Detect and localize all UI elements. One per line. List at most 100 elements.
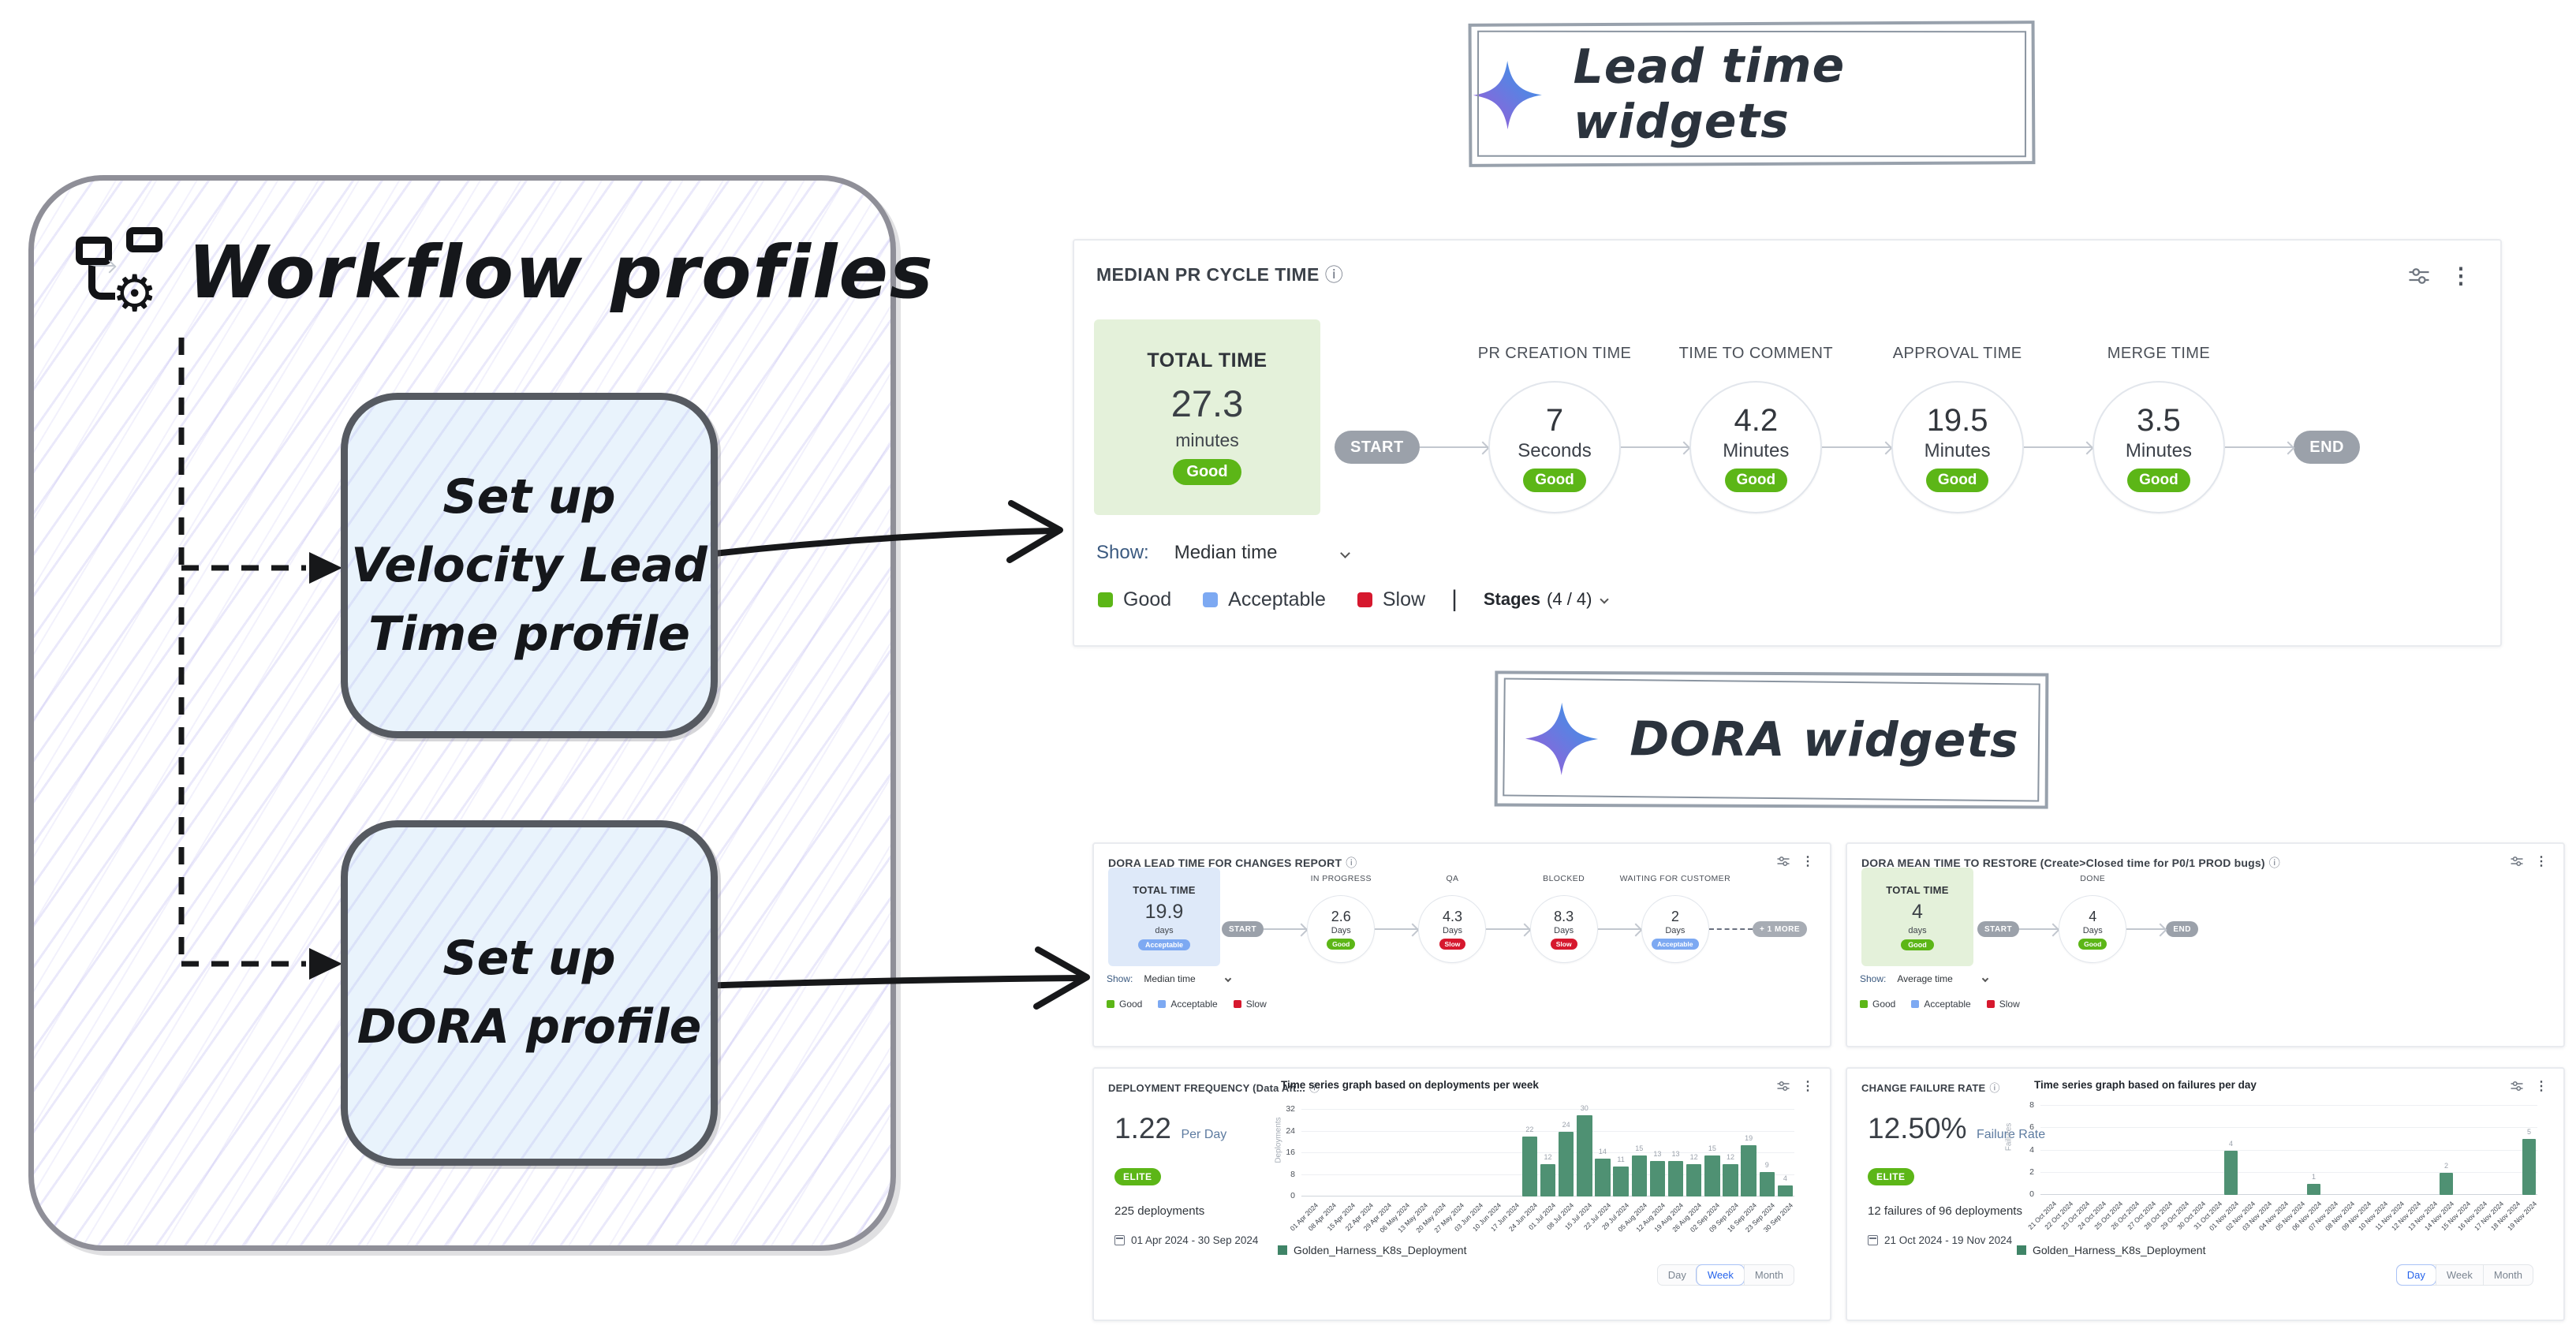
performance-badge: ELITE (1114, 1168, 1161, 1185)
setup-dora-profile-box[interactable]: Set up DORA profile (341, 820, 718, 1166)
gridline: 24 (1286, 1126, 1794, 1136)
info-icon[interactable]: ⓘ (1989, 1082, 2000, 1094)
y-tick-label: 16 (1286, 1148, 1295, 1157)
stage-waiting-for-customer[interactable]: WAITING FOR CUSTOMER 2 Days Acceptable (1620, 874, 1730, 963)
total-time-label: TOTAL TIME (1147, 349, 1267, 371)
y-tick-label: 2 (2029, 1167, 2034, 1177)
dora-mttr-widget: DORA MEAN TIME TO RESTORE (Create>Closed… (1846, 842, 2565, 1047)
legend: Good Acceptable Slow | Stages (4 / 4) (1098, 586, 1610, 613)
bar[interactable]: 4 (1777, 1174, 1794, 1196)
metric-unit: Per Day (1181, 1128, 1227, 1141)
stage-qa[interactable]: QA 4.3 Days Slow (1418, 874, 1487, 963)
bar[interactable]: 11 (1613, 1155, 1629, 1196)
bar[interactable]: 14 (1595, 1148, 1611, 1196)
status-badge: Good (1173, 459, 1241, 485)
toggle-week[interactable]: Week (2435, 1265, 2483, 1285)
bar[interactable]: 12 (1723, 1153, 1738, 1196)
gridline: 2 (2029, 1167, 2537, 1177)
box-line: Velocity Lead (351, 537, 707, 593)
kebab-menu-icon[interactable]: ⋮ (1801, 1080, 1814, 1093)
bar[interactable]: 1 (2306, 1173, 2321, 1195)
bar-value-label: 11 (1617, 1155, 1625, 1164)
change-failure-rate-widget: CHANGE FAILURE RATE ⓘ Time series graph b… (1846, 1067, 2565, 1321)
filter-sliders-icon[interactable] (1776, 855, 1790, 868)
bar[interactable]: 19 (1741, 1134, 1757, 1196)
stage-approval[interactable]: APPROVAL TIME 19.5 Minutes Good (1891, 345, 2024, 513)
chart-title: Time series graph based on failures per … (2034, 1079, 2257, 1091)
info-icon[interactable]: ⓘ (1309, 1082, 1320, 1094)
legend-good-swatch (1098, 592, 1113, 607)
summary-text: 225 deployments (1114, 1204, 1205, 1218)
filter-sliders-icon[interactable] (2407, 266, 2431, 286)
kebab-menu-icon[interactable]: ⋮ (2450, 263, 2472, 288)
filter-sliders-icon[interactable] (2510, 1080, 2524, 1092)
chevron-down-icon (1600, 595, 1610, 604)
setup-velocity-lead-time-box[interactable]: Set up Velocity Lead Time profile (341, 393, 718, 738)
toggle-week[interactable]: Week (1695, 1264, 1745, 1286)
flow-connector (2023, 446, 2093, 448)
bar[interactable]: 2 (2439, 1162, 2454, 1195)
more-stages-pill[interactable]: + 1 MORE (1753, 921, 1807, 937)
legend-good-swatch (1107, 1000, 1114, 1008)
legend: Good Acceptable Slow (1860, 999, 2020, 1010)
bar[interactable]: 9 (1759, 1161, 1775, 1196)
bar[interactable]: 30 (1577, 1104, 1592, 1196)
chart-legend: Golden_Harness_K8s_Deployment (2017, 1244, 2205, 1256)
bar-value-label: 13 (1653, 1150, 1662, 1159)
kebab-menu-icon[interactable]: ⋮ (1801, 855, 1814, 868)
median-pr-cycle-time-widget: MEDIAN PR CYCLE TIME ⓘ ⋮ TOTAL TIME 27.3 … (1073, 239, 2502, 647)
bar[interactable]: 15 (1704, 1144, 1720, 1196)
bar[interactable]: 12 (1540, 1153, 1556, 1196)
bar-value-label: 24 (1562, 1120, 1570, 1129)
bar[interactable]: 5 (2522, 1128, 2537, 1195)
kebab-menu-icon[interactable]: ⋮ (2535, 855, 2548, 868)
bar-value-label: 9 (1764, 1161, 1769, 1170)
stages-filter-dropdown[interactable]: Stages (4 / 4) (1484, 589, 1610, 610)
info-icon[interactable]: ⓘ (2268, 857, 2280, 869)
metric: 1.22 Per Day (1114, 1112, 1226, 1145)
bar[interactable]: 12 (1686, 1153, 1702, 1196)
flow-connector (1419, 446, 1488, 448)
bar[interactable]: 13 (1667, 1150, 1684, 1196)
bar-value-label: 1 (2311, 1172, 2316, 1181)
x-axis-labels: 01 Apr 2024 08 Apr 2024 15 Apr 2024 22 Apr … (1289, 1196, 1794, 1244)
toggle-month[interactable]: Month (1743, 1265, 1794, 1285)
show-dropdown[interactable]: Show: Median time (1107, 973, 1231, 984)
bar[interactable]: 13 (1649, 1150, 1666, 1196)
stage-pr-creation[interactable]: PR CREATION TIME 7 Seconds Good (1478, 345, 1631, 513)
y-tick-label: 0 (2029, 1189, 2034, 1199)
show-dropdown[interactable]: Show: Average time (1860, 973, 1989, 984)
stage-in-progress[interactable]: IN PROGRESS 2.6 Days Good (1307, 874, 1376, 963)
y-tick-label: 6 (2029, 1122, 2034, 1133)
legend-good-swatch (1860, 1000, 1868, 1008)
show-dropdown[interactable]: Show: Median time (1096, 542, 1351, 564)
toggle-day[interactable]: Day (1667, 1269, 1686, 1281)
bar[interactable]: 22 (1521, 1126, 1538, 1196)
gridline: 8 (2029, 1100, 2537, 1110)
stage-blocked[interactable]: BLOCKED 8.3 Days Slow (1529, 874, 1598, 963)
bar[interactable]: 15 (1631, 1144, 1647, 1196)
arrow-to-dora-widget (695, 975, 1084, 989)
sparkle-icon (1473, 61, 1542, 130)
start-pill: START (1222, 921, 1264, 937)
filter-sliders-icon[interactable] (1776, 1080, 1790, 1092)
kebab-menu-icon[interactable]: ⋮ (2535, 1080, 2548, 1093)
bar[interactable]: 24 (1558, 1121, 1574, 1196)
filter-sliders-icon[interactable] (2510, 855, 2524, 868)
status-badge: Good (1925, 468, 1989, 492)
plot-area: 0 8 16 24 32 22 12 24 30 14 11 15 13 13 12 15 12 19 9 4 (1286, 1104, 1794, 1200)
status-badge: Good (1327, 939, 1356, 950)
toggle-month[interactable]: Month (2482, 1265, 2533, 1285)
stage-done[interactable]: DONE 4 Days Good (2059, 874, 2127, 963)
info-icon[interactable]: ⓘ (1346, 857, 1357, 869)
stage-time-to-comment[interactable]: TIME TO COMMENT 4.2 Minutes Good (1679, 345, 1833, 513)
granularity-toggle: Day Week Month (2395, 1264, 2533, 1286)
granularity-toggle: Day Week Month (1656, 1264, 1794, 1286)
info-icon[interactable]: ⓘ (1324, 264, 1344, 285)
bar[interactable]: 4 (2223, 1140, 2238, 1195)
box-line: Set up (442, 931, 616, 986)
stage-merge[interactable]: MERGE TIME 3.5 Minutes Good (2092, 345, 2225, 513)
start-pill: START (1335, 431, 1420, 464)
toggle-day[interactable]: Day (2395, 1264, 2436, 1286)
